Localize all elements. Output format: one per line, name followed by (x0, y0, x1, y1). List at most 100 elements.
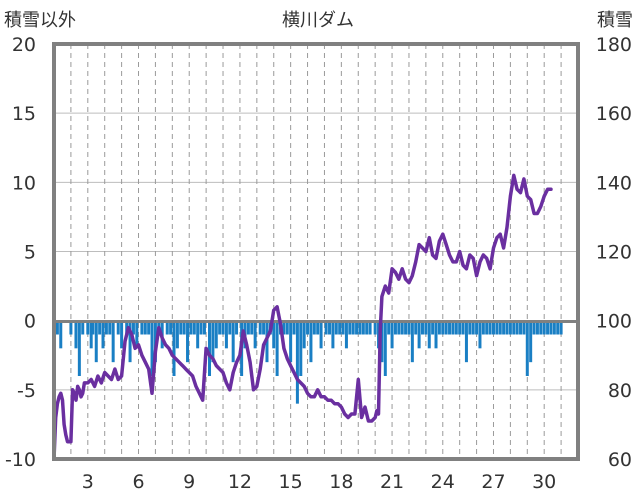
bar (202, 320, 206, 335)
bar (147, 320, 151, 335)
bar (414, 320, 418, 335)
bar (498, 320, 502, 335)
bar (262, 320, 266, 335)
bar (525, 320, 529, 376)
bar (424, 320, 428, 335)
bar (471, 320, 475, 335)
bar (69, 320, 73, 335)
bar (98, 320, 102, 335)
left-tick-label: 20 (12, 34, 36, 56)
bar (285, 320, 289, 335)
snow-depth-line (52, 173, 553, 461)
grid (54, 43, 578, 460)
bar (539, 320, 543, 335)
bar (331, 320, 335, 349)
bar (358, 320, 362, 335)
x-tick-label: 24 (431, 471, 455, 493)
bar (253, 320, 257, 349)
bar (120, 320, 124, 349)
bar (295, 320, 299, 404)
bar (532, 320, 536, 335)
bar (208, 320, 212, 376)
bar (344, 320, 348, 349)
bar (512, 320, 516, 335)
bar (468, 320, 472, 335)
right-tick-label: 80 (608, 380, 632, 402)
bar (189, 320, 193, 335)
bar (59, 320, 63, 349)
bar (400, 320, 404, 335)
right-axis-ticks: 60 80 100 120 140 160 180 (596, 34, 632, 471)
bar (351, 320, 355, 335)
x-tick-label: 15 (279, 471, 303, 493)
bar (221, 320, 225, 335)
bar (246, 320, 250, 335)
x-tick-label: 12 (228, 471, 252, 493)
bar (214, 320, 218, 349)
bar (454, 320, 458, 335)
bar (502, 320, 506, 335)
bar (292, 320, 296, 335)
bar (169, 320, 173, 335)
bar (529, 320, 533, 363)
bar (373, 320, 377, 335)
bar (407, 320, 411, 335)
bar (338, 320, 342, 335)
bar (451, 320, 455, 335)
bar (368, 320, 372, 335)
bar (448, 320, 452, 335)
bar (172, 320, 176, 376)
bar (275, 320, 279, 376)
bar (505, 320, 509, 335)
bar (431, 320, 435, 335)
zero-line (54, 320, 578, 323)
bar (552, 320, 556, 335)
bar (302, 320, 306, 349)
x-tick-label: 9 (183, 471, 195, 493)
right-tick-label: 140 (596, 172, 632, 194)
bar (316, 320, 320, 335)
bar (258, 320, 262, 335)
bar (324, 320, 328, 335)
bar (131, 320, 135, 335)
bar (199, 320, 203, 335)
bar (481, 320, 485, 335)
x-tick-label: 21 (380, 471, 404, 493)
bar (383, 320, 387, 376)
left-tick-label: -10 (5, 449, 36, 471)
bar (365, 320, 369, 335)
right-tick-label: 160 (596, 103, 632, 125)
bar (196, 320, 200, 349)
left-tick-label: 0 (24, 311, 36, 333)
bar (355, 320, 359, 335)
bar (348, 320, 352, 335)
bar (556, 320, 560, 335)
bar (417, 320, 421, 349)
bar (444, 320, 448, 335)
bar (546, 320, 550, 335)
left-axis-ticks: -10 -5 0 5 10 15 20 (5, 34, 36, 471)
left-tick-label: 15 (12, 103, 36, 125)
bar (282, 320, 286, 335)
bar (328, 320, 332, 335)
bar (397, 320, 401, 335)
bar (192, 320, 196, 335)
x-axis-ticks: 3 6 9 12 15 18 21 24 27 30 (82, 471, 557, 493)
bar (312, 320, 316, 335)
bar (535, 320, 539, 335)
bar (228, 320, 232, 335)
left-axis-title: 積雪以外 (4, 10, 76, 31)
bar (74, 320, 78, 349)
bar (380, 320, 384, 363)
bar (186, 320, 190, 363)
bar (179, 320, 183, 335)
bar (218, 320, 222, 335)
x-tick-label: 30 (532, 471, 556, 493)
chart-title: 横川ダム (282, 10, 354, 31)
x-tick-label: 18 (329, 471, 353, 493)
bar (559, 320, 563, 335)
right-tick-label: 120 (596, 242, 632, 264)
bar (441, 320, 445, 335)
bar (515, 320, 519, 335)
bar (390, 320, 394, 349)
